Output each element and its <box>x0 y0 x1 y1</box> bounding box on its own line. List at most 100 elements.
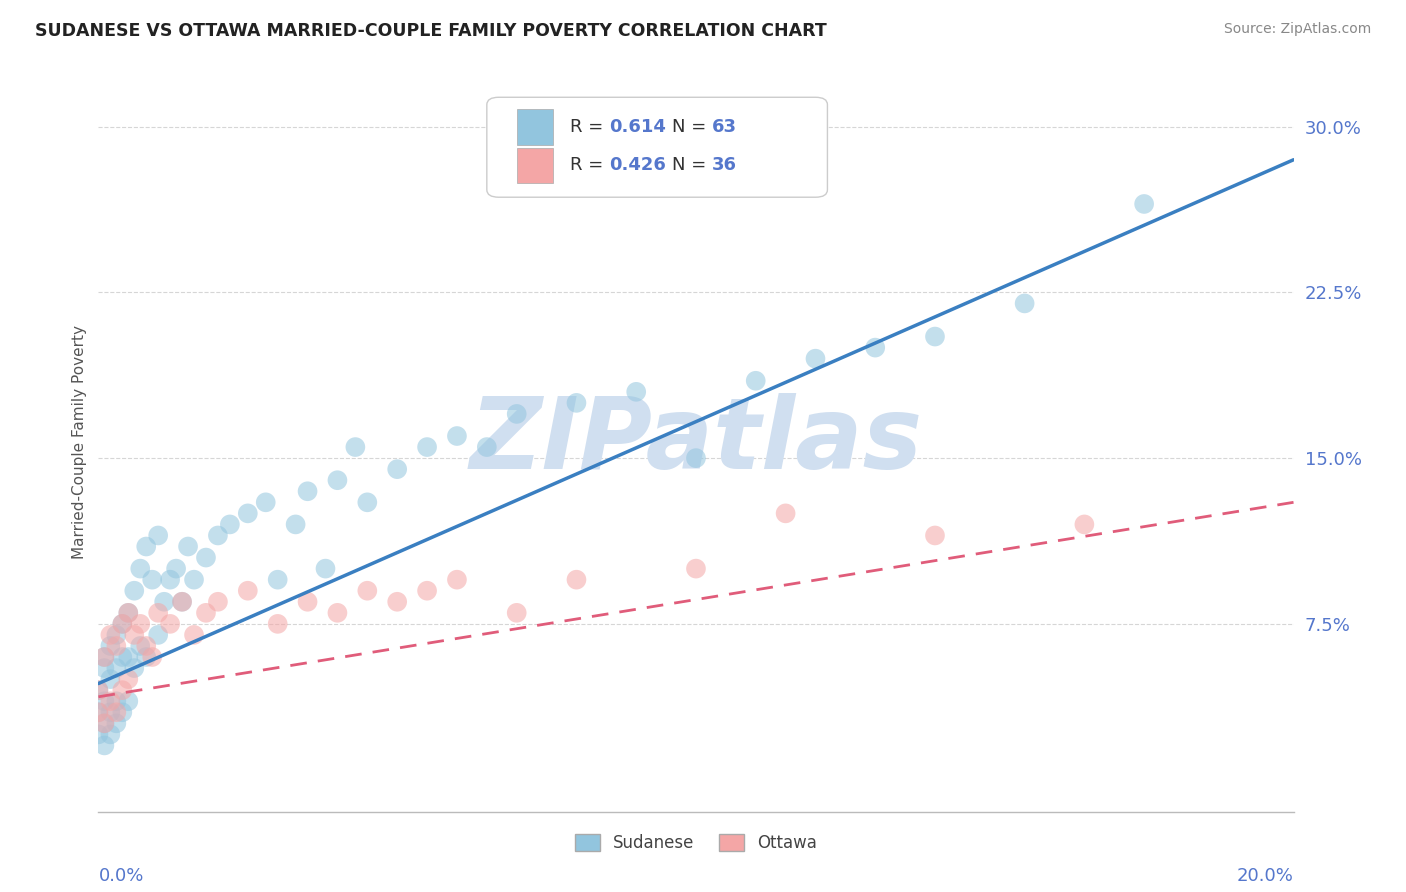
Text: 20.0%: 20.0% <box>1237 867 1294 885</box>
Text: R =: R = <box>571 156 609 174</box>
Point <box>98 706 122 720</box>
Y-axis label: Married-Couple Family Poverty: Married-Couple Family Poverty <box>72 325 87 558</box>
Text: 0.0%: 0.0% <box>98 867 143 885</box>
Text: R =: R = <box>571 118 609 136</box>
Point <box>129 561 152 575</box>
Text: 0.614: 0.614 <box>609 118 665 136</box>
Point <box>416 440 439 454</box>
Point <box>124 661 146 675</box>
Point <box>93 661 115 675</box>
Point <box>87 706 110 720</box>
Point <box>105 706 128 720</box>
Point <box>111 683 134 698</box>
Point <box>98 628 122 642</box>
Point <box>159 616 181 631</box>
Point <box>344 440 367 454</box>
Point <box>446 429 468 443</box>
Point <box>98 694 122 708</box>
Point <box>565 396 588 410</box>
Legend: Sudanese, Ottawa: Sudanese, Ottawa <box>568 828 824 859</box>
Point <box>207 595 229 609</box>
Point <box>924 329 946 343</box>
Point <box>745 374 768 388</box>
Point <box>297 595 319 609</box>
Point <box>804 351 827 366</box>
Point <box>141 573 163 587</box>
Point <box>267 573 290 587</box>
Text: ZIPatlas: ZIPatlas <box>470 393 922 490</box>
Point <box>105 639 128 653</box>
Point <box>356 495 378 509</box>
Point <box>98 672 122 686</box>
Point <box>135 639 157 653</box>
Point <box>446 573 468 587</box>
Point <box>148 528 170 542</box>
Point <box>93 716 115 731</box>
Point <box>153 595 176 609</box>
Point <box>565 573 588 587</box>
Point <box>111 706 134 720</box>
Point <box>124 583 146 598</box>
Point <box>105 716 128 731</box>
Point <box>117 672 139 686</box>
Point <box>148 606 170 620</box>
Point <box>195 606 218 620</box>
Point <box>183 573 205 587</box>
Text: 0.426: 0.426 <box>609 156 665 174</box>
Point <box>177 540 200 554</box>
Point <box>506 606 529 620</box>
Text: SUDANESE VS OTTAWA MARRIED-COUPLE FAMILY POVERTY CORRELATION CHART: SUDANESE VS OTTAWA MARRIED-COUPLE FAMILY… <box>35 22 827 40</box>
Point <box>87 683 110 698</box>
Point <box>385 462 409 476</box>
Point <box>165 561 187 575</box>
Point <box>775 507 797 521</box>
Point <box>93 650 115 665</box>
Point <box>865 341 887 355</box>
Point <box>183 628 205 642</box>
Point <box>135 650 157 665</box>
Point <box>924 528 946 542</box>
Point <box>105 628 128 642</box>
Point <box>195 550 218 565</box>
Point <box>416 583 439 598</box>
Point <box>1133 197 1156 211</box>
Point <box>111 616 134 631</box>
Point <box>141 650 163 665</box>
Point <box>111 650 134 665</box>
Point <box>236 507 259 521</box>
Point <box>1014 296 1036 310</box>
Point <box>1073 517 1095 532</box>
Point <box>93 694 115 708</box>
FancyBboxPatch shape <box>486 97 828 197</box>
Point <box>93 739 115 753</box>
Bar <box>517 109 553 145</box>
Point <box>267 616 290 631</box>
Point <box>219 517 242 532</box>
Point <box>626 384 648 399</box>
Point <box>254 495 277 509</box>
Point <box>172 595 194 609</box>
Point <box>117 606 139 620</box>
Point <box>98 727 122 741</box>
Point <box>685 451 707 466</box>
Point <box>172 595 194 609</box>
Point <box>124 628 146 642</box>
Point <box>87 706 110 720</box>
Point <box>117 606 139 620</box>
Point <box>129 639 152 653</box>
Point <box>93 716 115 731</box>
Text: N =: N = <box>672 156 711 174</box>
Point <box>356 583 378 598</box>
Point <box>148 628 170 642</box>
Point <box>105 661 128 675</box>
Point <box>135 540 157 554</box>
Point <box>93 650 115 665</box>
Point <box>385 595 409 609</box>
Point <box>284 517 307 532</box>
Bar <box>517 147 553 183</box>
Text: 63: 63 <box>711 118 737 136</box>
Point <box>129 616 152 631</box>
Point <box>297 484 319 499</box>
Point <box>105 694 128 708</box>
Point <box>685 561 707 575</box>
